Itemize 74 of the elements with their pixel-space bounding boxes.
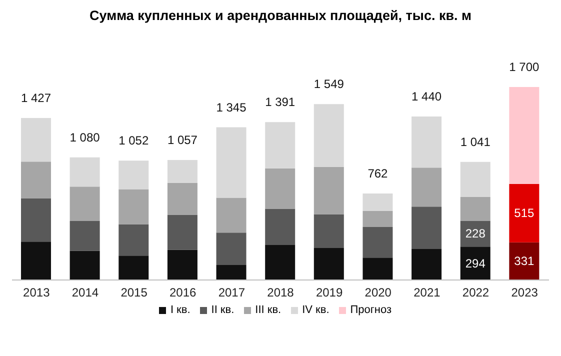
bar [362,258,393,280]
bar [167,250,198,280]
legend-label: IV кв. [302,304,330,316]
total-label: 1 549 [314,77,344,92]
bar [118,224,149,256]
total-label: 1 080 [70,130,100,144]
x-tick-label: 2022 [462,286,490,300]
bar [167,214,198,250]
x-tick-label: 2019 [316,286,343,300]
bar [509,87,540,184]
legend-label: III кв. [255,304,282,316]
chart-title: Сумма купленных и арендованных площадей, тыс. кв. м [88,8,472,23]
bar [412,116,442,168]
data-label: 515 [514,206,535,220]
x-tick-label: 2020 [364,286,392,300]
total-label: 762 [368,166,388,180]
x-tick-label: 2013 [23,286,50,300]
data-label: 228 [465,226,486,241]
bar [362,226,393,258]
bar [314,248,344,280]
x-tick-label: 2016 [170,286,197,300]
bar [412,168,442,207]
data-label: 331 [514,254,535,268]
bar [265,122,296,168]
x-tick-label: 2018 [267,286,294,300]
total-label: 1 391 [265,95,296,110]
bar [265,245,296,280]
bar [412,206,442,250]
bar [118,160,149,190]
bar [509,242,540,280]
total-label: 1 057 [167,133,198,147]
bar [70,157,100,187]
bar [460,197,490,221]
total-label: 1 427 [20,90,52,105]
bar [314,214,344,248]
data-label: 294 [465,256,486,270]
bar [265,208,296,246]
total-label: 1 041 [460,134,491,149]
total-label: 1 440 [412,90,442,104]
bar [21,162,51,198]
total-label: 1 700 [509,60,540,74]
x-tick-label: 2017 [218,286,246,300]
bar [167,183,198,215]
bar [70,250,100,280]
bar [70,220,100,251]
bar [362,210,393,227]
bar [167,160,198,184]
bar [314,166,344,214]
bar [412,249,442,280]
bar [216,198,246,233]
bar [362,193,393,211]
total-label: 1 345 [216,100,247,114]
bar [460,162,490,198]
bar [460,246,490,280]
x-tick-label: 2021 [414,286,441,300]
bar [21,118,51,162]
legend-label: Прогноз [350,304,392,316]
x-tick-label: 2014 [72,286,99,300]
legend-label: I кв. [170,304,190,316]
bar [216,232,246,266]
legend-label: II кв. [211,304,234,316]
x-tick-label: 2015 [120,286,148,300]
bar [118,189,149,224]
bar [21,198,51,242]
bar [216,127,246,198]
bar [21,242,51,280]
bar [509,184,540,242]
bar [216,265,246,280]
bar [314,104,344,167]
bar [265,168,296,209]
total-label: 1 052 [118,134,149,148]
bar [70,186,100,221]
bar [118,256,149,280]
x-tick-label: 2023 [511,286,538,300]
